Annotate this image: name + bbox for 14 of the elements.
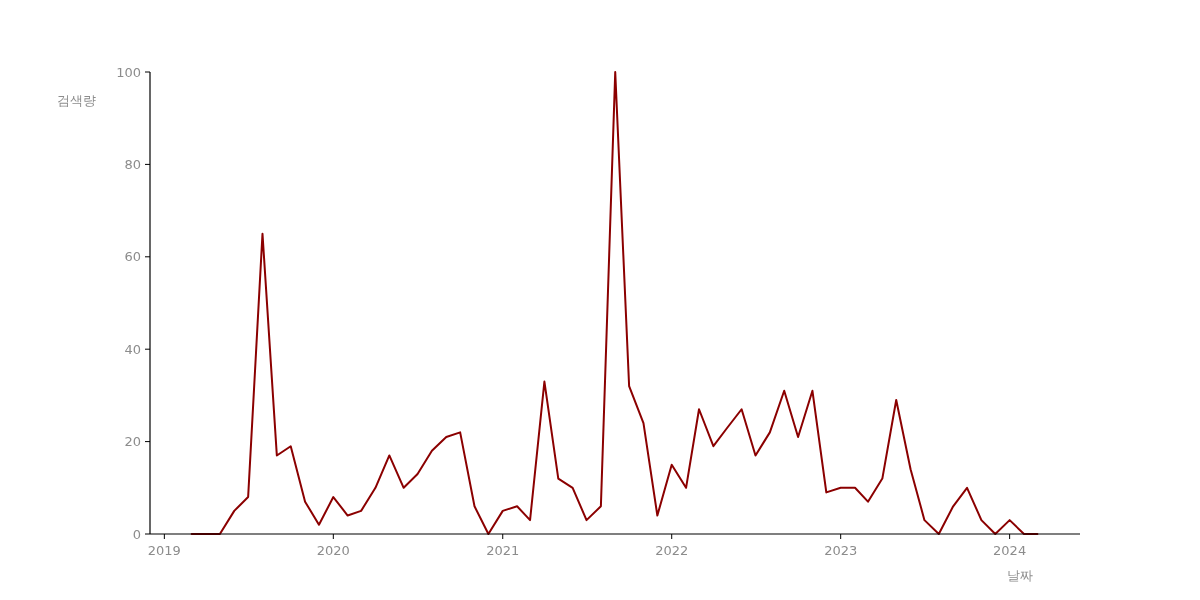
y-tick-label: 60 [124,249,141,265]
x-tick-label: 2023 [824,543,858,558]
x-tick-label: 2024 [993,543,1027,558]
y-tick-label: 80 [124,156,141,172]
x-tick-label: 2019 [147,543,181,558]
x-tick-label: 2022 [655,543,689,558]
y-tick-label: 0 [132,526,141,542]
y-axis-title: 검색량 [56,93,96,108]
y-tick-label: 20 [124,434,141,450]
x-tick-label: 2020 [316,543,350,558]
y-tick-label: 100 [116,64,141,80]
y-tick-label: 40 [124,341,141,357]
x-tick-label: 2021 [486,543,520,558]
x-axis-title: 날짜 [1007,568,1033,583]
